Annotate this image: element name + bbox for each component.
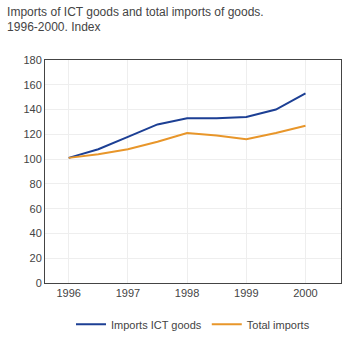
- svg-text:80: 80: [30, 178, 42, 190]
- svg-text:1997: 1997: [116, 287, 140, 299]
- svg-text:60: 60: [30, 203, 42, 215]
- svg-text:1996: 1996: [56, 287, 80, 299]
- svg-text:Imports of ICT goods and total: Imports of ICT goods and total imports o…: [7, 5, 264, 35]
- svg-text:Total imports: Total imports: [247, 319, 310, 331]
- svg-text:40: 40: [30, 227, 42, 239]
- svg-text:20: 20: [30, 252, 42, 264]
- svg-text:0: 0: [36, 277, 42, 289]
- svg-text:Imports ICT goods: Imports ICT goods: [111, 319, 202, 331]
- svg-text:180: 180: [23, 54, 41, 66]
- svg-text:1998: 1998: [175, 287, 199, 299]
- svg-text:1999: 1999: [234, 287, 258, 299]
- svg-text:160: 160: [23, 79, 41, 91]
- svg-text:100: 100: [23, 153, 41, 165]
- svg-text:140: 140: [23, 103, 41, 115]
- svg-text:2000: 2000: [293, 287, 317, 299]
- svg-text:120: 120: [23, 128, 41, 140]
